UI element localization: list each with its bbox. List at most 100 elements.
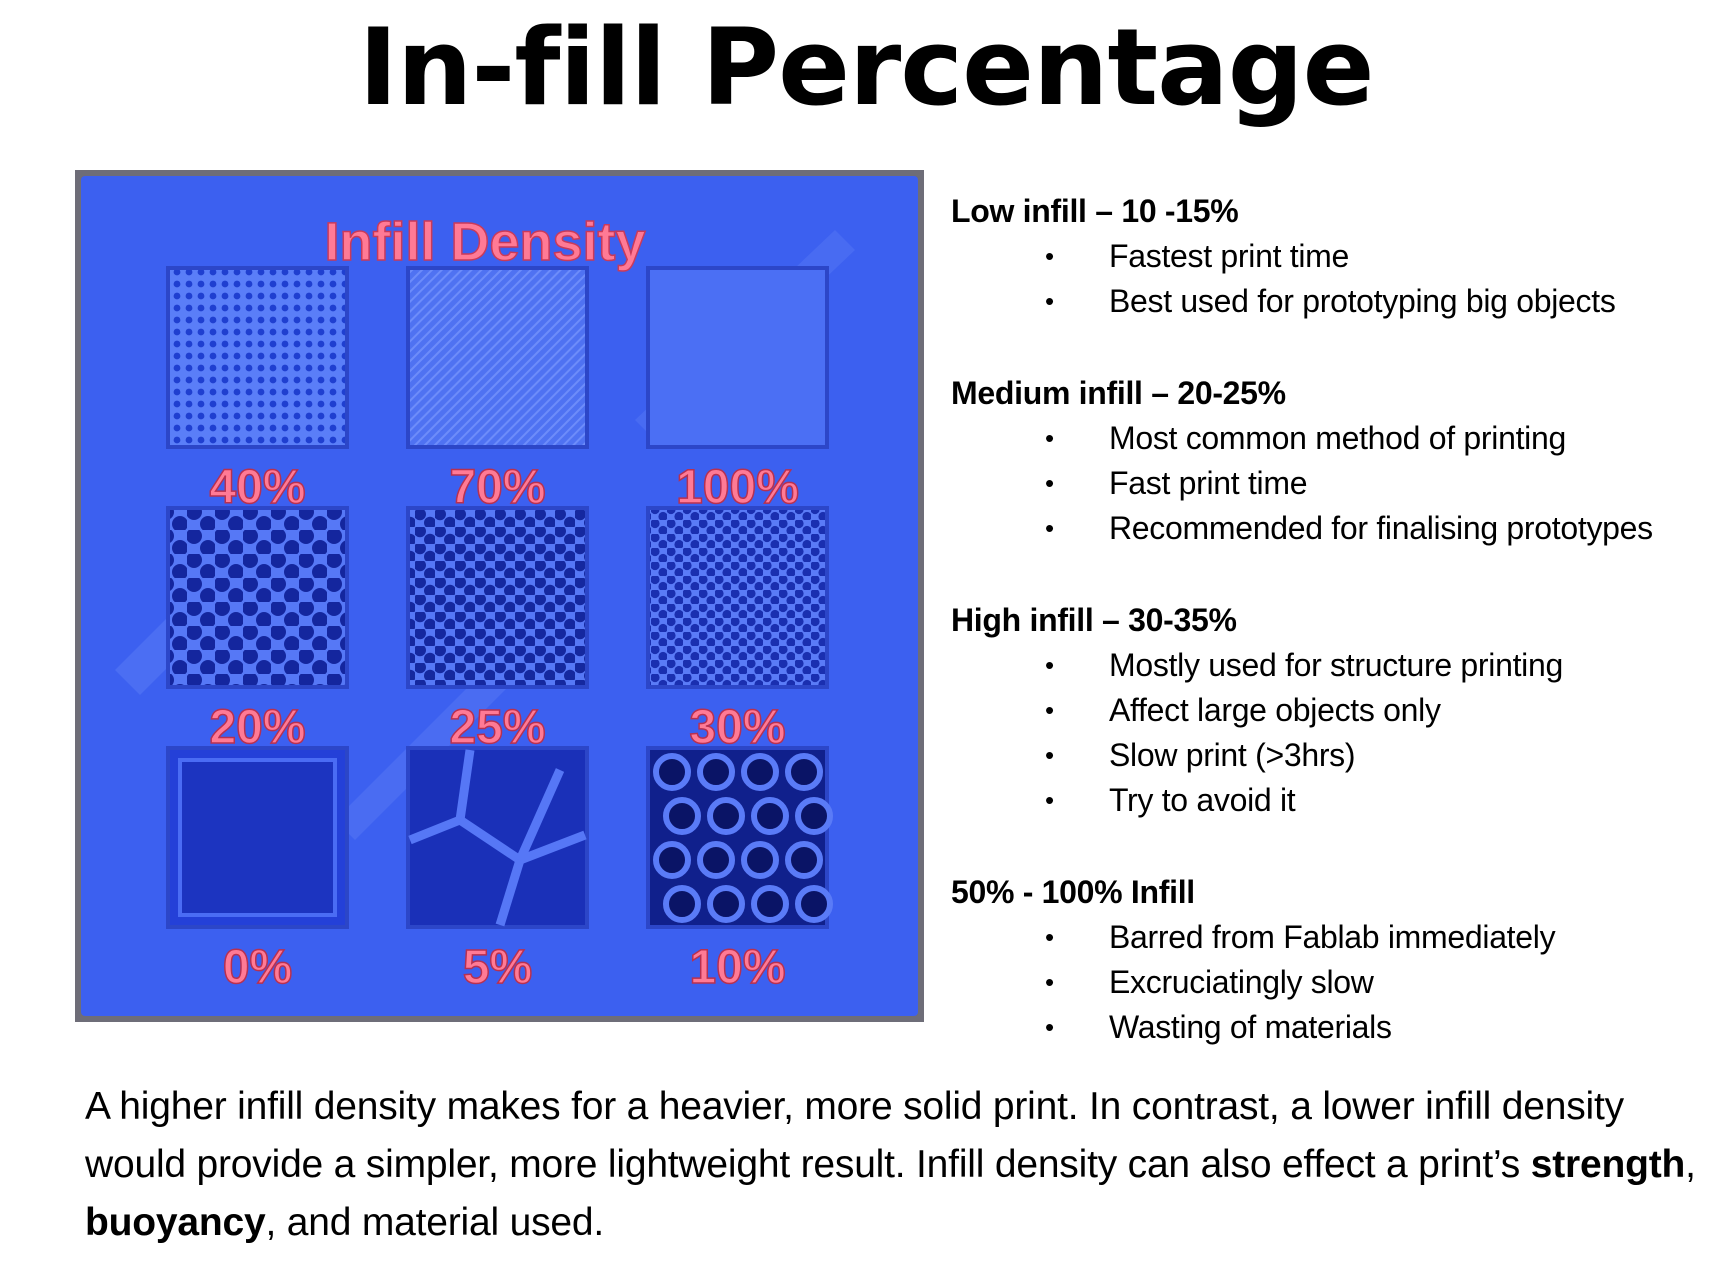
voronoi-wall	[457, 816, 523, 864]
voronoi-cell	[697, 753, 735, 791]
bullet-text: Wasting of materials	[1109, 1009, 1392, 1045]
voronoi-cell	[785, 841, 823, 879]
voronoi-cell	[751, 885, 789, 923]
page-title: In-fill Percentage	[358, 6, 1375, 129]
bullet-item: • Excruciatingly slow	[951, 960, 1721, 1005]
sample-label: 20%	[209, 701, 305, 754]
sample-infill	[410, 270, 585, 445]
bullet-icon: •	[1045, 468, 1054, 498]
bullet-text: Fastest print time	[1109, 238, 1350, 274]
voronoi-cell	[707, 797, 745, 835]
bullet-icon: •	[1045, 785, 1054, 815]
voronoi-cell	[653, 841, 691, 879]
bullet-icon: •	[1045, 513, 1054, 543]
section-heading: Low infill – 10 -15%	[951, 193, 1239, 229]
infill-notes: Low infill – 10 -15% • Fastest print time •…	[951, 188, 1721, 1096]
sample-label: 30%	[689, 701, 785, 754]
voronoi-cell	[663, 797, 701, 835]
bullet-icon: •	[1045, 1012, 1054, 1042]
voronoi-cell	[707, 885, 745, 923]
bullet-icon: •	[1045, 423, 1054, 453]
summary-text-3: , and material used.	[265, 1201, 604, 1244]
bullet-item: • Fast print time	[951, 461, 1721, 506]
bullet-text: Barred from Fablab immediately	[1109, 919, 1556, 955]
voronoi-wall	[515, 768, 565, 862]
bullet-item: • Fastest print time	[951, 234, 1721, 279]
bullet-text: Slow print (>3hrs)	[1109, 737, 1356, 773]
bullet-list: • Most common method of printing • Fast pri…	[951, 416, 1721, 551]
bullet-item: • Mostly used for structure printing	[951, 643, 1721, 688]
sample-label: 40%	[209, 461, 305, 514]
summary-text-2: ,	[1685, 1143, 1696, 1186]
voronoi-wall	[408, 815, 462, 845]
sample-infill	[410, 510, 585, 685]
bullet-icon: •	[1045, 241, 1054, 271]
voronoi-cell	[795, 885, 833, 923]
notes-section: Low infill – 10 -15% • Fastest print time •…	[951, 188, 1721, 324]
voronoi-cell	[653, 753, 691, 791]
bullet-item: • Best used for prototyping big objects	[951, 279, 1721, 324]
infill-sample: 5%	[406, 746, 589, 995]
bullet-icon: •	[1045, 967, 1054, 997]
voronoi-wall	[495, 858, 525, 927]
notes-section: 50% - 100% Infill • Barred from Fablab imm…	[951, 869, 1721, 1050]
section-heading: 50% - 100% Infill	[951, 874, 1195, 910]
summary-strength: strength	[1530, 1143, 1686, 1186]
summary-paragraph: A higher infill density makes for a heav…	[85, 1078, 1705, 1252]
bullet-text: Mostly used for structure printing	[1109, 647, 1563, 683]
sample-label: 70%	[449, 461, 545, 514]
infill-sample: 30%	[646, 506, 829, 755]
infill-sample: 70%	[406, 266, 589, 515]
plate-heading: Infill Density	[324, 212, 645, 272]
bullet-icon: •	[1045, 740, 1054, 770]
voronoi-wall	[518, 830, 587, 865]
infill-sample: 0%	[166, 746, 349, 995]
bullet-icon: •	[1045, 922, 1054, 952]
sample-label: 25%	[449, 701, 545, 754]
voronoi-cell	[785, 753, 823, 791]
bullet-icon: •	[1045, 695, 1054, 725]
infill-sample-plate: Infill Density 40% 70% 100% 20% 25% 30% 0% 5% 10…	[75, 170, 924, 1022]
bullet-item: • Barred from Fablab immediately	[951, 915, 1721, 960]
sample-label: 10%	[689, 941, 785, 994]
bullet-item: • Most common method of printing	[951, 416, 1721, 461]
bullet-item: • Recommended for finalising prototypes	[951, 506, 1721, 551]
voronoi-wall	[455, 749, 475, 821]
bullet-item: • Affect large objects only	[951, 688, 1721, 733]
bullet-list: • Fastest print time • Best used for protot…	[951, 234, 1721, 324]
infill-sample: 20%	[166, 506, 349, 755]
voronoi-cell	[795, 797, 833, 835]
sample-label: 100%	[676, 461, 799, 514]
notes-section: High infill – 30-35% • Mostly used for str…	[951, 597, 1721, 823]
voronoi-cell	[697, 841, 735, 879]
infill-sample: 10%	[646, 746, 833, 995]
bullet-text: Fast print time	[1109, 465, 1308, 501]
sample-hollow-inner	[178, 758, 337, 917]
voronoi-cell	[751, 797, 789, 835]
notes-section: Medium infill – 20-25% • Most common metho…	[951, 370, 1721, 551]
bullet-item: • Slow print (>3hrs)	[951, 733, 1721, 778]
infill-sample: 25%	[406, 506, 589, 755]
summary-buoyancy: buoyancy	[85, 1201, 266, 1244]
section-heading: High infill – 30-35%	[951, 602, 1237, 638]
sample-infill	[170, 510, 345, 685]
bullet-list: • Mostly used for structure printing • Affe…	[951, 643, 1721, 823]
bullet-list: • Barred from Fablab immediately • Excrucia…	[951, 915, 1721, 1050]
bullet-text: Best used for prototyping big objects	[1109, 283, 1616, 319]
infill-sample: 100%	[646, 266, 829, 515]
bullet-text: Recommended for finalising prototypes	[1109, 510, 1653, 546]
sample-infill	[170, 270, 345, 445]
voronoi-cell	[741, 753, 779, 791]
bullet-text: Try to avoid it	[1109, 782, 1296, 818]
sample-infill	[650, 510, 825, 685]
summary-text-1: A higher infill density makes for a heav…	[85, 1085, 1624, 1186]
bullet-text: Affect large objects only	[1109, 692, 1441, 728]
bullet-item: • Try to avoid it	[951, 778, 1721, 823]
voronoi-cell	[663, 885, 701, 923]
bullet-icon: •	[1045, 650, 1054, 680]
bullet-icon: •	[1045, 286, 1054, 316]
sample-label: 5%	[463, 941, 532, 994]
voronoi-cell	[741, 841, 779, 879]
sample-infill	[650, 270, 825, 445]
infill-density-photo: Infill Density 40% 70% 100% 20% 25% 30% 0% 5% 10…	[75, 170, 924, 1022]
